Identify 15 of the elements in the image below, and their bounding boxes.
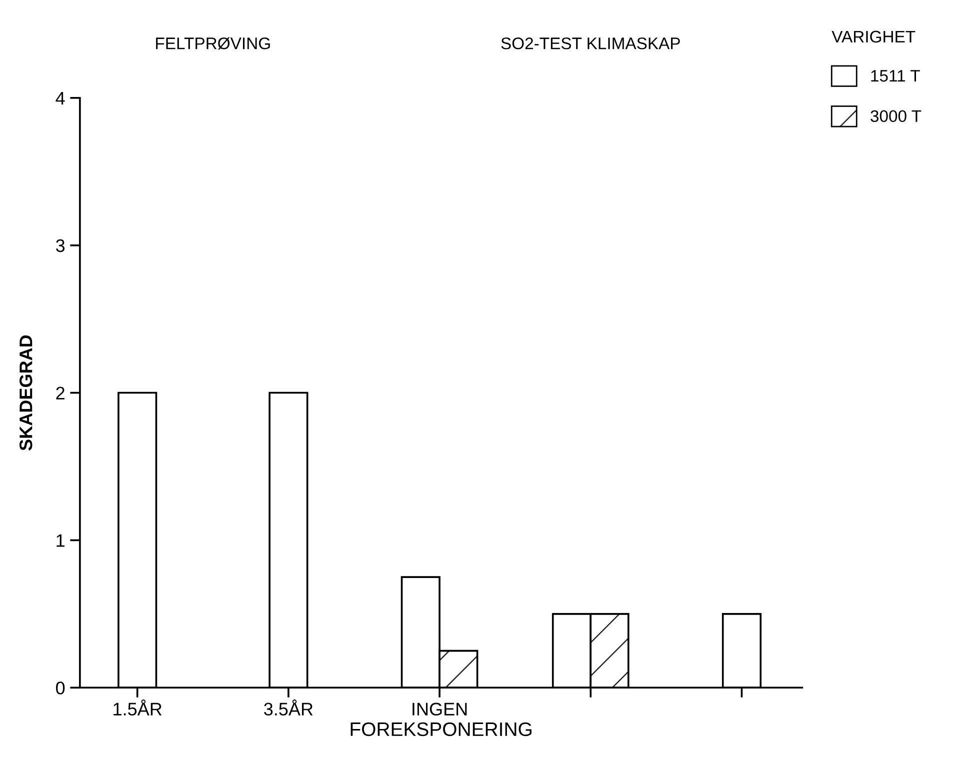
y-axis-title: SKADEGRAD bbox=[20, 335, 32, 450]
y-tick-label: 2 bbox=[56, 386, 64, 400]
y-tick-label: 4 bbox=[56, 92, 65, 104]
y-tick-label: 3 bbox=[56, 239, 65, 252]
text: SO2-TEST KLIMASKAP bbox=[501, 38, 680, 50]
legend-label: 1511 T bbox=[871, 70, 920, 82]
x-tick-label: 3.5ÅR bbox=[264, 700, 313, 716]
x-axis-title: FOREKSPONERING bbox=[350, 722, 532, 736]
text: FELTPRØVING bbox=[156, 37, 270, 50]
x-tick-label: 1.5ÅR bbox=[114, 700, 162, 716]
y-tick-label: 1 bbox=[56, 534, 64, 547]
y-tick-label: 0 bbox=[56, 682, 65, 694]
x-tick-label: INGEN bbox=[412, 702, 467, 716]
legend-title: VARIGHET bbox=[832, 30, 916, 43]
legend-label: 3000 T bbox=[870, 110, 922, 122]
